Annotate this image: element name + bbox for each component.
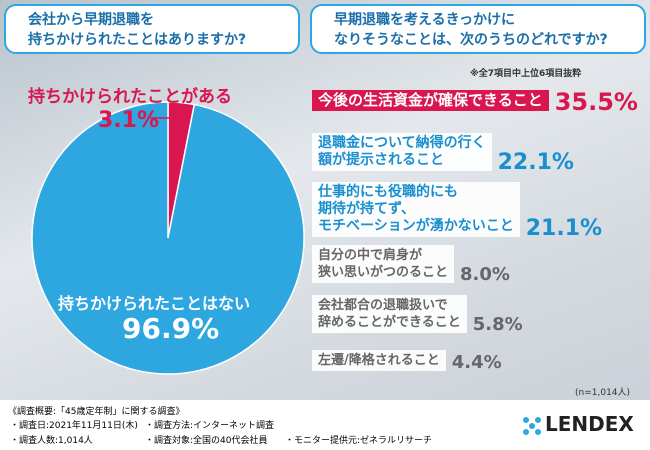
ranking-row: 左遷/降格されること 4.4%: [312, 350, 502, 373]
ranking-value: 4.4%: [451, 352, 502, 373]
footer-item: ・モニター提供元:ゼネラルリサーチ: [285, 436, 433, 446]
pie-layer: [31, 101, 305, 375]
logo-icon: [523, 417, 541, 435]
ranking-label: 左遷/降格されること: [312, 350, 446, 371]
sample-size: (n=1,014人): [575, 388, 631, 398]
footer-item: ・調査対象:全国の40代会社員: [145, 436, 268, 446]
ranking-row: 今後の生活資金が確保できること 35.5%: [312, 90, 638, 114]
ranking-row: 退職金について納得の行く 額が提示されること 22.1%: [312, 133, 574, 174]
ranking-value: 35.5%: [554, 88, 638, 116]
ranking-title: 早期退職を考えるきっかけに なりそうなことは、次のうちのどれですか?: [310, 4, 646, 54]
ranking-row: 仕事的にも役職的にも 期待が持てず、 モチベーションが湧かないこと 21.1%: [312, 182, 602, 240]
footer: 《調査概要:「45歳定年制」に関する調査》 ・調査日:2021年11月11日(木…: [0, 400, 650, 450]
logo: LENDEX: [545, 412, 634, 436]
leader-line: [150, 117, 179, 141]
footer-item: ・調査方法:インターネット調査: [145, 421, 275, 431]
ranking-value: 5.8%: [472, 314, 523, 335]
pie-label: 持ちかけられたことはない: [58, 294, 251, 313]
ranking-label: 自分の中で肩身が 狭い思いがつのること: [312, 245, 455, 283]
pie-value-label: 3.1%: [98, 108, 160, 133]
ranking-label: 仕事的にも役職的にも 期待が持てず、 モチベーションが湧かないこと: [312, 182, 520, 237]
note: ※全7項目中上位6項目抜粋: [470, 69, 582, 79]
pie-slice: [31, 101, 305, 375]
ranking-value: 22.1%: [497, 150, 574, 175]
ranking-label: 今後の生活資金が確保できること: [312, 90, 549, 111]
pie-value-label: 96.9%: [122, 312, 220, 345]
pie-title: 会社から早期退職を 持ちかけられたことはありますか?: [4, 4, 300, 54]
pie-label: 持ちかけられたことがある: [28, 87, 232, 107]
footer-item: ・調査日:2021年11月11日(木): [10, 421, 138, 431]
ranking-label: 退職金について納得の行く 額が提示されること: [312, 133, 492, 171]
ranking-label: 会社都合の退職扱いで 辞めることができること: [312, 295, 467, 333]
footer-heading: 《調査概要:「45歳定年制」に関する調査》: [8, 407, 185, 417]
ranking-row: 会社都合の退職扱いで 辞めることができること 5.8%: [312, 295, 523, 335]
ranking-row: 自分の中で肩身が 狭い思いがつのること 8.0%: [312, 245, 510, 285]
ranking-value: 21.1%: [525, 216, 603, 241]
footer-item: ・調査人数:1,014人: [10, 436, 93, 446]
ranking-value: 8.0%: [460, 264, 510, 285]
